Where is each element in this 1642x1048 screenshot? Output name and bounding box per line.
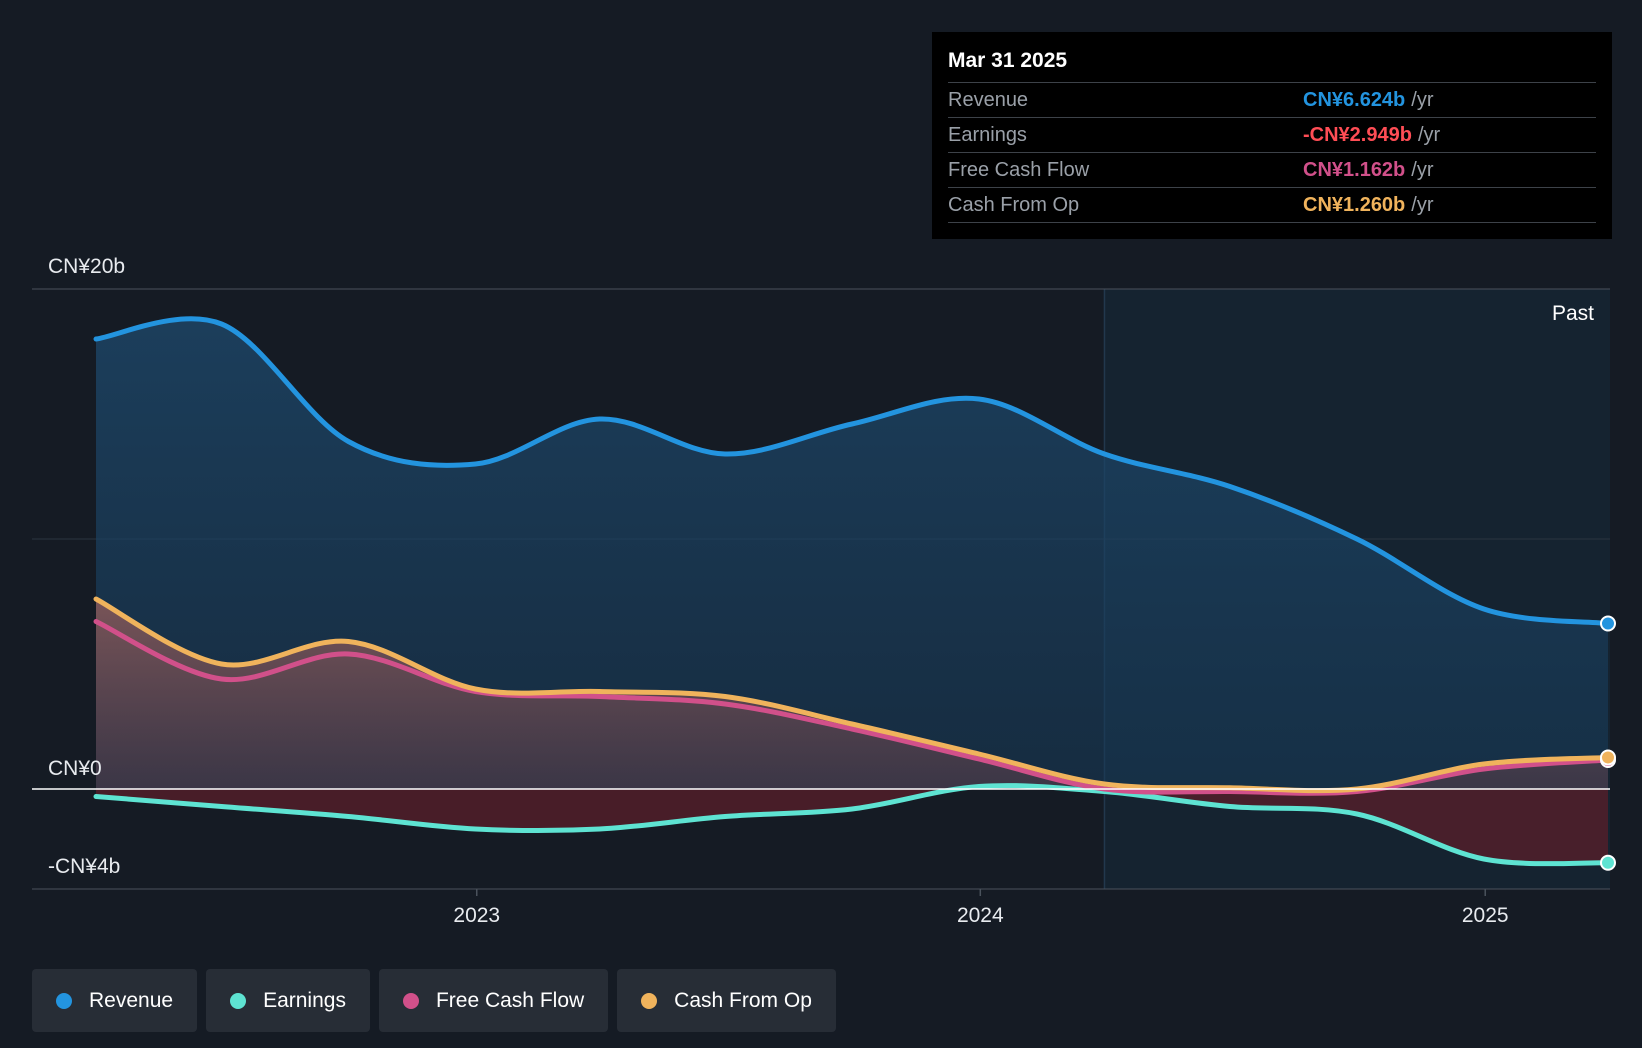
legend-item-free-cash-flow[interactable]: Free Cash Flow [378, 969, 609, 1032]
revenue-area [96, 318, 1608, 789]
tooltip-unit: /yr [1411, 194, 1434, 216]
revenue-line [93, 316, 1611, 626]
tooltip-label: Revenue [948, 89, 1029, 111]
legend-label: Cash From Op [674, 988, 812, 1012]
tooltip-unit: /yr [1411, 89, 1434, 111]
legend: Revenue Earnings Free Cash Flow Cash Fro… [32, 969, 836, 1032]
legend-item-earnings[interactable]: Earnings [206, 969, 370, 1032]
earnings-end-point [1600, 854, 1616, 871]
tooltip-label: Earnings [948, 124, 1027, 146]
tooltip-row-free-cash-flow: Free Cash Flow CN¥1.162b /yr [948, 153, 1596, 188]
cash-from-op-area [96, 599, 1608, 791]
tooltip-value: CN¥1.162b [1303, 159, 1406, 181]
legend-label: Free Cash Flow [435, 988, 585, 1012]
tooltip-label: Free Cash Flow [948, 159, 1090, 181]
x-tick-label: 2025 [1462, 904, 1509, 927]
cash-from-op-end-point [1600, 749, 1616, 766]
past-label: Past [1552, 302, 1594, 325]
tooltip-value: -CN¥2.949b [1303, 124, 1412, 146]
legend-label: Revenue [89, 988, 174, 1012]
x-tick-label: 2023 [453, 904, 500, 927]
legend-dot-icon [402, 992, 419, 1009]
legend-dot-icon [56, 992, 72, 1009]
y-tick-label: CN¥0 [48, 757, 102, 780]
legend-item-cash-from-op[interactable]: Cash From Op [617, 969, 836, 1032]
legend-dot-icon [230, 992, 247, 1009]
tooltip-date: Mar 31 2025 [948, 46, 1596, 83]
tooltip-value: CN¥1.260b [1303, 194, 1406, 216]
earnings-line [93, 783, 1611, 867]
tooltip-unit: /yr [1411, 159, 1434, 181]
legend-label: Earnings [263, 988, 346, 1012]
y-tick-label: CN¥20b [48, 255, 125, 278]
tooltip-value: CN¥6.624b [1303, 89, 1406, 111]
legend-dot-icon [641, 992, 658, 1009]
tooltip-unit: /yr [1417, 124, 1441, 146]
tooltip-row-earnings: Earnings -CN¥2.949b /yr [948, 118, 1596, 153]
revenue-end-point [1600, 615, 1616, 632]
tooltip-row-cash-from-op: Cash From Op CN¥1.260b /yr [948, 188, 1596, 223]
x-tick-label: 2024 [957, 904, 1004, 927]
tooltip-row-revenue: Revenue CN¥6.624b /yr [948, 83, 1596, 118]
legend-item-revenue[interactable]: Revenue [32, 969, 198, 1032]
y-tick-label: -CN¥4b [48, 855, 120, 878]
tooltip-label: Cash From Op [948, 194, 1080, 216]
tooltip: Mar 31 2025 Revenue CN¥6.624b /yr Earnin… [932, 32, 1612, 239]
